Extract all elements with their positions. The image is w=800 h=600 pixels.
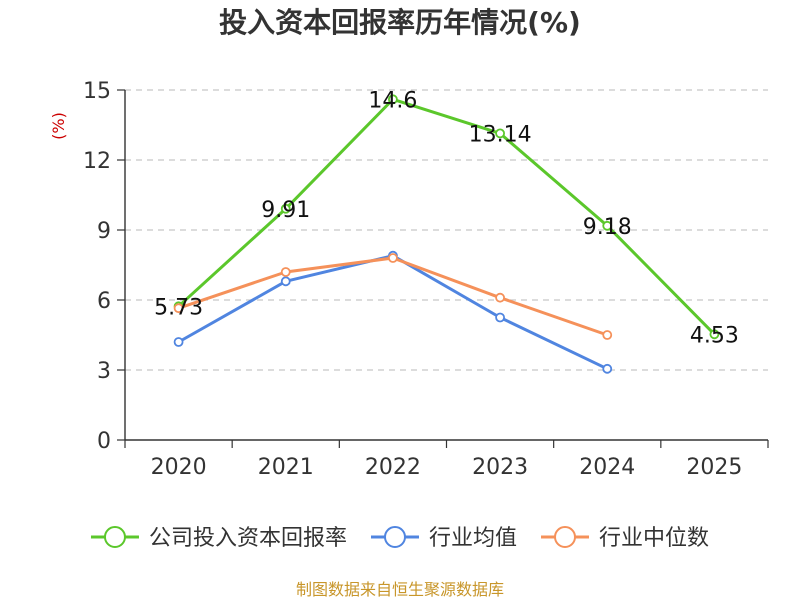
axes: 0 3 6 9 12 15 2020 2021 2022 2023 2024 2025 <box>83 79 769 480</box>
y-tick-label: 12 <box>83 149 111 174</box>
legend-marker <box>383 526 406 548</box>
series-lines <box>173 94 720 374</box>
y-tick-label: 3 <box>97 359 111 384</box>
legend-item-2[interactable]: 行业中位数 <box>541 526 709 551</box>
data-point[interactable] <box>388 253 398 263</box>
legend[interactable]: 公司投入资本回报率 行业均值 行业中位数 <box>90 526 709 551</box>
data-point[interactable] <box>280 276 291 287</box>
data-point[interactable] <box>602 330 613 340</box>
legend-label: 行业均值 <box>429 526 517 551</box>
data-point[interactable] <box>173 303 184 314</box>
x-tick-label: 2020 <box>151 455 207 480</box>
data-label: 13.14 <box>469 122 532 147</box>
data-labels: 5.73 9.91 14.6 13.14 9.18 4.53 <box>154 88 739 348</box>
x-tick-label: 2025 <box>686 455 742 480</box>
data-point[interactable] <box>602 220 613 231</box>
y-tick-label: 9 <box>97 219 111 244</box>
data-label: 14.6 <box>368 88 417 113</box>
data-point[interactable] <box>280 203 291 214</box>
data-point[interactable] <box>495 312 505 323</box>
series-line-0 <box>177 97 716 336</box>
x-tick-label: 2023 <box>472 455 528 480</box>
data-label: 9.18 <box>583 215 632 240</box>
data-point[interactable] <box>602 363 613 374</box>
data-point[interactable] <box>173 337 184 347</box>
x-tick-label: 2022 <box>365 455 421 480</box>
series-line-2 <box>178 256 608 337</box>
data-label: 5.73 <box>154 295 203 320</box>
legend-item-0[interactable]: 公司投入资本回报率 <box>90 526 347 551</box>
data-point[interactable] <box>388 94 398 105</box>
data-point[interactable] <box>495 128 505 139</box>
legend-marker <box>103 526 126 548</box>
legend-label: 公司投入资本回报率 <box>149 526 347 551</box>
legend-marker <box>554 526 577 548</box>
legend-label: 行业中位数 <box>599 526 709 551</box>
data-point[interactable] <box>709 329 720 340</box>
y-tick-label: 0 <box>97 429 111 454</box>
data-label: 4.53 <box>690 323 739 348</box>
x-tick-label: 2021 <box>258 455 314 480</box>
data-point[interactable] <box>495 292 505 303</box>
legend-item-1[interactable]: 行业均值 <box>370 526 517 551</box>
y-tick-label: 6 <box>97 289 111 314</box>
y-axis-label: (%) <box>49 112 68 140</box>
chart-title: 投入资本回报率历年情况(%) <box>219 6 581 39</box>
grid-lines <box>125 89 768 371</box>
x-tick-label: 2024 <box>579 455 635 480</box>
data-point[interactable] <box>280 267 291 277</box>
y-tick-label: 15 <box>83 79 111 104</box>
data-label: 9.91 <box>261 198 310 223</box>
source-note: 制图数据来自恒生聚源数据库 <box>296 580 504 599</box>
